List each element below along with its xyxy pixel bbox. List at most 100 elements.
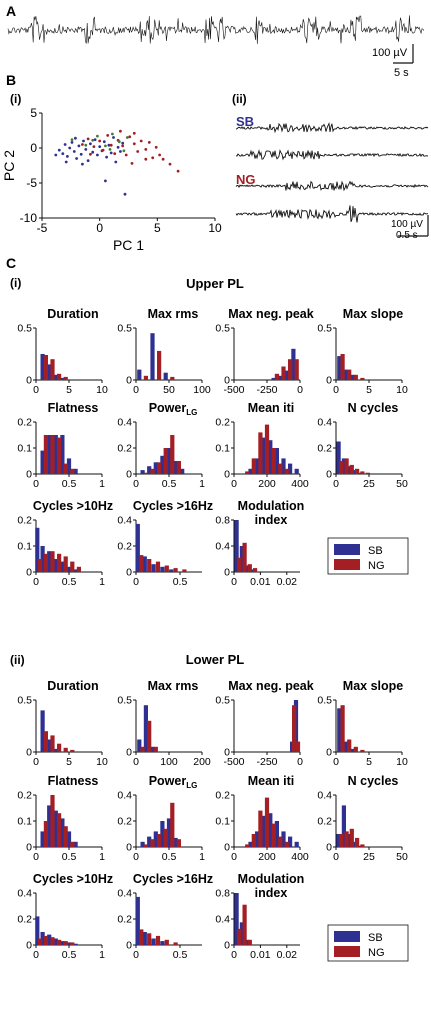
scatter-point-ng: [124, 153, 128, 157]
histogram-bar-sb: [268, 813, 273, 847]
scatter-point-sb: [121, 141, 125, 145]
histogram-bar-ng: [164, 565, 169, 572]
histogram-bar-sb: [341, 805, 346, 847]
histogram-bar-ng: [43, 731, 48, 752]
histogram-bar-ng: [284, 468, 289, 474]
scatter-point-other: [108, 148, 112, 151]
panel-b-scalebar-amp: 100 µV: [391, 219, 423, 230]
scatter-point-ng: [130, 162, 134, 165]
legend-label-ng: NG: [368, 947, 385, 959]
histogram-bar-ng: [153, 746, 158, 752]
histogram-bar-ng: [70, 841, 75, 847]
histogram-x-tick-label: 400: [291, 478, 309, 490]
histogram-y-tick-label: 0: [26, 747, 32, 759]
histogram-x-tick-label: 0.01: [250, 949, 271, 961]
legend-swatch-ng: [334, 946, 360, 957]
histogram-x-tick-label: 5: [366, 756, 372, 768]
section-upper-sub: (i): [10, 276, 21, 290]
histogram-bar-ng: [63, 747, 68, 752]
histogram-bar-ng: [344, 831, 349, 847]
histogram-title: Duration: [47, 307, 98, 321]
histogram-x-tick-label: 10: [396, 756, 408, 768]
histogram-bar-sb: [135, 896, 140, 945]
histogram-bar-ng: [274, 373, 279, 380]
histogram-bar-ng: [63, 376, 68, 380]
histogram-y-tick-label: 0: [326, 375, 332, 387]
histogram-bar-ng: [70, 468, 75, 474]
histogram-bar-ng: [43, 355, 48, 380]
histogram-bar-ng: [355, 837, 360, 847]
histogram-x-tick-label: 0: [231, 949, 237, 961]
histogram-bar-sb: [140, 470, 145, 474]
scatter-point-sb: [91, 150, 95, 154]
histogram-bar-ng: [264, 797, 270, 847]
histogram-y-tick-label: 0.4: [215, 541, 230, 553]
histogram-bar-sb: [47, 739, 52, 752]
histogram-bar-sb: [248, 841, 253, 847]
scatter-point-ng: [139, 139, 143, 143]
histogram-title: Duration: [47, 679, 98, 693]
histogram-bar-ng: [292, 705, 297, 752]
histogram-title: Max slope: [343, 307, 403, 321]
histogram-bar-ng: [155, 561, 161, 572]
histogram-bar-sb: [347, 834, 352, 847]
histogram-bar-sb: [160, 941, 165, 945]
histogram-bar-ng: [242, 904, 247, 945]
panel-b-sub-ii: (ii): [232, 92, 247, 106]
histogram-y-tick-label: 0.2: [117, 914, 132, 926]
histogram-title-line2: index: [255, 513, 288, 527]
histogram-title: Cycles >10Hz: [33, 499, 113, 513]
histogram-bar-sb: [166, 818, 172, 847]
histogram-bar-ng: [163, 828, 168, 847]
histogram-bar-sb: [239, 922, 244, 946]
histogram-bar-ng: [245, 844, 250, 847]
histogram-bar-sb: [160, 566, 165, 572]
histogram-bar-ng: [157, 834, 162, 847]
histogram-bar-ng: [278, 463, 283, 474]
histogram-title: Max rms: [148, 307, 199, 321]
histogram-bar-sb: [66, 566, 72, 572]
histogram-bar-sb: [357, 472, 362, 474]
histogram-bar-sb: [278, 375, 283, 380]
histogram-bar-ng: [251, 458, 256, 474]
histogram-x-tick-label: 0: [333, 384, 339, 396]
scatter-point-other: [111, 132, 114, 136]
histogram-x-tick-label: 200: [193, 756, 211, 768]
histogram-y-tick-label: 0.5: [215, 323, 230, 335]
histogram-bar-sb: [153, 462, 158, 474]
scatter-y-tick-label: 0: [30, 141, 37, 155]
histogram-bar-sb: [350, 374, 355, 380]
histogram-title: Cycles >16Hz: [133, 499, 213, 513]
scatter-point-sb: [82, 139, 85, 143]
scatter-point-sb: [109, 151, 113, 155]
scatter-point-ng: [119, 129, 122, 133]
histogram-bar-ng: [76, 566, 81, 572]
histogram-bar-ng: [37, 559, 43, 572]
histogram-y-tick-label: 0.2: [215, 417, 230, 429]
histogram-title: PowerLG: [149, 401, 198, 417]
histogram-bar-sb: [47, 551, 52, 572]
histogram-bar-ng: [43, 935, 48, 945]
histogram-bar-ng: [176, 839, 181, 847]
histogram-bar-sb: [147, 466, 152, 474]
histogram-bar-sb: [60, 941, 65, 945]
histogram-bar-sb: [281, 458, 286, 474]
histogram-title: Max neg. peak: [228, 679, 313, 693]
histogram-bar-ng: [360, 844, 365, 847]
scatter-point-sb: [79, 152, 83, 156]
histogram-bar-ng: [258, 432, 263, 474]
scatter-point-ng: [89, 152, 92, 156]
histogram-y-tick-label: 0.4: [317, 417, 332, 429]
histogram-x-tick-label: 0.02: [277, 576, 298, 588]
histogram-y-tick-label: 0.2: [117, 443, 132, 455]
histogram-bar-sb: [173, 461, 178, 474]
scatter-point-sb: [81, 162, 84, 166]
histogram-y-tick-label: 0.5: [317, 323, 332, 335]
histogram-x-tick-label: 0: [231, 576, 237, 588]
scatter-point-sb: [84, 148, 88, 151]
histogram-bar-sb: [245, 939, 250, 945]
histogram-y-tick-label: 0: [224, 747, 230, 759]
histogram-bar-sb: [163, 372, 168, 380]
histogram-y-tick-label: 0.1: [215, 816, 230, 828]
scatter-point-ng: [161, 157, 165, 161]
